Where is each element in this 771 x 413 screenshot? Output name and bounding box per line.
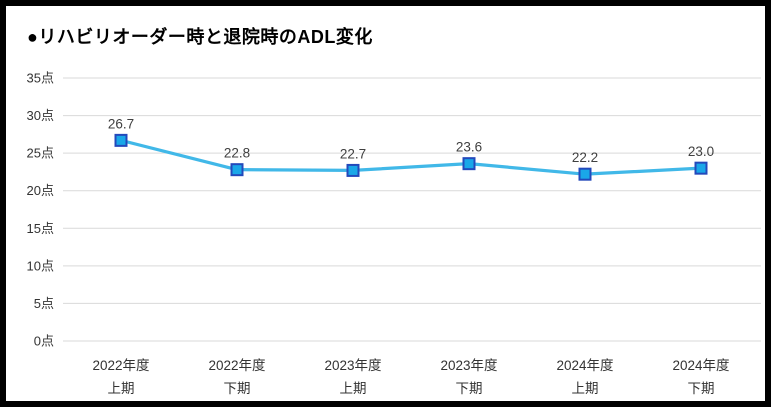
y-axis-tick-label: 15点 <box>27 221 54 236</box>
y-axis-tick-label: 25点 <box>27 146 54 161</box>
x-axis-tick-label: 2022年度上期 <box>92 358 149 396</box>
data-label: 23.6 <box>456 140 482 155</box>
x-axis-tick-label: 2022年度下期 <box>208 358 265 396</box>
data-point-marker <box>462 157 476 171</box>
x-axis-tick-label: 2024年度上期 <box>556 358 613 396</box>
y-axis-tick-label: 35点 <box>27 71 54 86</box>
y-axis-tick-label: 30点 <box>27 108 54 123</box>
data-label: 22.7 <box>340 146 366 161</box>
x-axis-tick-label: 2024年度下期 <box>672 358 729 396</box>
data-label: 22.8 <box>224 146 250 161</box>
data-label: 23.0 <box>688 144 714 159</box>
y-axis-tick-label: 0点 <box>34 334 54 349</box>
chart-title: ●リハビリオーダー時と退院時のADL変化 <box>27 27 373 47</box>
data-point-marker <box>694 161 708 175</box>
y-axis-tick-label: 20点 <box>27 183 54 198</box>
data-point-marker <box>578 167 592 181</box>
data-label: 26.7 <box>108 116 134 131</box>
data-label: 22.2 <box>572 150 598 165</box>
data-point-marker <box>346 163 360 177</box>
adl-line-chart: 0点 5点 10点 15点 20点 25点 30点 35点 2022年度上期 2022年度下期 20… <box>27 71 761 396</box>
y-axis-tick-label: 10点 <box>27 258 54 273</box>
y-axis-tick-label: 5点 <box>34 296 54 311</box>
x-axis-tick-label: 2023年度上期 <box>324 358 381 396</box>
series-line <box>119 138 703 176</box>
data-point-marker <box>114 133 128 147</box>
data-point-marker <box>230 163 244 177</box>
x-axis-tick-label: 2023年度下期 <box>440 358 497 396</box>
